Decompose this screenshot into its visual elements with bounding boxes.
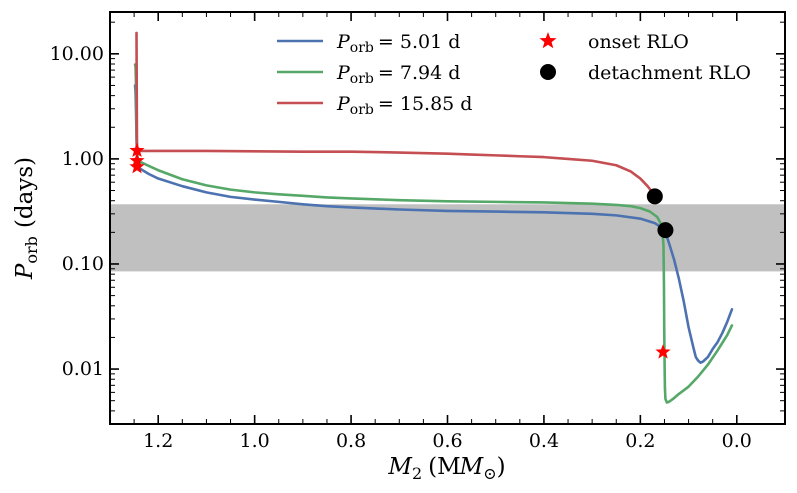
x-tick-label: 1.0 <box>240 430 270 452</box>
shaded-band <box>110 204 785 272</box>
x-tick-label: 1.2 <box>143 430 173 452</box>
y-tick-label: 0.01 <box>62 358 104 380</box>
legend-label-onset: onset RLO <box>588 31 689 53</box>
y-axis-label: Porb(days) <box>12 157 41 280</box>
y-tick-label: 0.10 <box>62 253 104 275</box>
legend: Porb = 5.01 d Porb = 7.94 d Porb = 15.85 d … <box>277 31 751 118</box>
legend-star-icon <box>539 32 557 49</box>
series-line-2 <box>135 31 658 205</box>
y-tick-label: 10.00 <box>50 43 104 65</box>
legend-label-detachment: detachment RLO <box>588 62 751 84</box>
detachment-circle-marker-1 <box>657 222 674 239</box>
x-tick-label: 0.2 <box>625 430 655 452</box>
onset-star-marker-3 <box>655 344 671 359</box>
tick-layer: 1.2 1.0 0.8 0.6 0.4 0.2 0.0 0.01 0.10 1.00 10.00 <box>50 12 785 452</box>
x-tick-label: 0.0 <box>722 430 752 452</box>
onset-star-marker-0 <box>129 142 145 158</box>
detachment-circle-marker-0 <box>646 188 663 205</box>
onset-star-marker-2 <box>129 158 145 174</box>
legend-star-shape <box>539 32 557 49</box>
x-tick-label: 0.4 <box>529 430 559 452</box>
x-tick-label: 0.6 <box>432 430 462 452</box>
legend-label-7.94d: Porb = 7.94 d <box>336 62 460 87</box>
marker-layer <box>129 142 674 359</box>
x-tick-label: 0.8 <box>336 430 366 452</box>
legend-label-5.01d: Porb = 5.01 d <box>336 31 460 56</box>
y-tick-label: 1.00 <box>62 148 104 170</box>
legend-circle-icon <box>540 64 556 80</box>
x-axis-label: M2 (MM⊙) <box>387 454 505 483</box>
legend-label-15.85d: Porb = 15.85 d <box>336 93 472 118</box>
